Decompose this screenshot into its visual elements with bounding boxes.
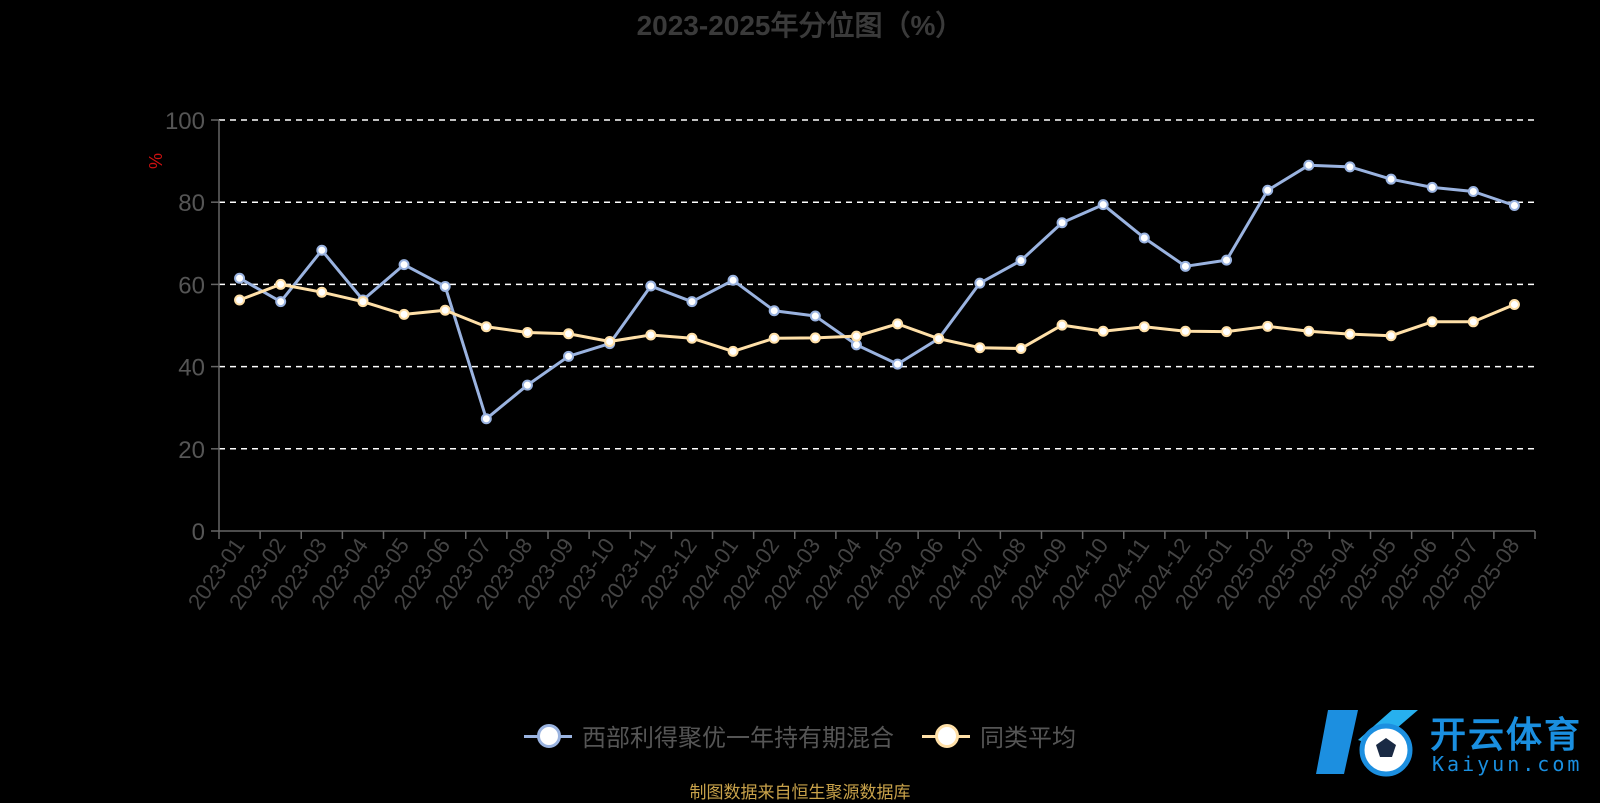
y-tick-label: 100 — [165, 108, 205, 135]
data-point-average — [480, 321, 492, 333]
data-point-average — [1385, 330, 1397, 342]
data-point-fund — [234, 272, 246, 284]
data-point-fund — [1138, 232, 1150, 244]
data-point-average — [933, 333, 945, 345]
data-point-fund — [480, 413, 492, 425]
y-tick-label: 0 — [192, 519, 205, 546]
data-point-average — [850, 330, 862, 342]
legend-item-average[interactable]: 同类平均 — [922, 718, 1076, 753]
data-point-fund — [1344, 161, 1356, 173]
data-point-fund — [1179, 260, 1191, 272]
data-point-average — [1467, 316, 1479, 328]
legend-label-fund: 西部利得聚优一年持有期混合 — [582, 725, 894, 752]
data-point-average — [1015, 343, 1027, 355]
data-point-average — [768, 332, 780, 344]
soccer-ball-icon — [1316, 710, 1418, 777]
data-point-fund — [275, 296, 287, 308]
data-point-average — [686, 332, 698, 344]
data-point-fund — [1056, 217, 1068, 229]
data-point-average — [439, 304, 451, 316]
data-point-average — [1508, 299, 1520, 311]
data-point-fund — [727, 274, 739, 286]
data-point-average — [1138, 321, 1150, 333]
watermark-logo: 开云体育 Kaiyun.com — [1314, 700, 1594, 784]
data-point-average — [892, 318, 904, 330]
chart-title: 2023-2025年分位图（%） — [636, 10, 964, 41]
data-source-note: 制图数据来自恒生聚源数据库 — [689, 783, 911, 802]
data-point-average — [275, 278, 287, 290]
series-line-fund — [238, 163, 1515, 421]
data-point-average — [1303, 325, 1315, 337]
data-point-fund — [892, 358, 904, 370]
data-point-fund — [1015, 255, 1027, 267]
y-tick-label: 80 — [178, 190, 205, 217]
data-point-fund — [1467, 186, 1479, 198]
data-point-average — [1344, 328, 1356, 340]
data-point-fund — [1097, 199, 1109, 211]
y-tick-label: 40 — [178, 355, 205, 382]
data-point-average — [1097, 325, 1109, 337]
data-point-fund — [686, 296, 698, 308]
chart-legend: 西部利得聚优一年持有期混合 同类平均 — [0, 718, 1600, 753]
data-point-fund — [974, 277, 986, 289]
data-point-average — [974, 342, 986, 354]
data-point-fund — [563, 350, 575, 362]
data-point-average — [1179, 325, 1191, 337]
legend-marker-fund — [524, 723, 572, 749]
watermark-text: 开云体育 — [1430, 714, 1583, 755]
series-line-average — [239, 282, 1516, 353]
data-point-fund — [521, 379, 533, 391]
data-point-average — [563, 328, 575, 340]
data-point-average — [1426, 316, 1438, 328]
data-point-fund — [316, 244, 328, 256]
data-point-fund — [1426, 181, 1438, 193]
data-point-fund — [1262, 184, 1274, 196]
data-point-average — [1056, 319, 1068, 331]
data-point-average — [316, 286, 328, 298]
data-point-fund — [768, 305, 780, 317]
y-axis-label: % — [146, 153, 166, 169]
legend-item-fund[interactable]: 西部利得聚优一年持有期混合 — [524, 718, 894, 753]
data-point-average — [521, 326, 533, 338]
data-point-fund — [1385, 173, 1397, 185]
data-point-fund — [1508, 199, 1520, 211]
legend-label-average: 同类平均 — [980, 725, 1076, 752]
data-point-fund — [1221, 254, 1233, 266]
data-point-average — [234, 294, 246, 306]
legend-marker-average — [922, 723, 970, 749]
data-point-fund — [645, 280, 657, 292]
y-tick-label: 20 — [178, 437, 205, 464]
data-point-average — [357, 296, 369, 308]
data-point-average — [809, 332, 821, 344]
data-point-average — [398, 308, 410, 320]
data-point-average — [1221, 326, 1233, 338]
data-point-average — [727, 345, 739, 357]
data-point-fund — [809, 310, 821, 322]
data-point-average — [604, 336, 616, 348]
data-point-fund — [1303, 159, 1315, 171]
watermark-subtext: Kaiyun.com — [1432, 752, 1583, 776]
data-point-average — [1262, 320, 1274, 332]
data-point-fund — [439, 280, 451, 292]
data-point-fund — [398, 259, 410, 271]
data-point-average — [645, 329, 657, 341]
y-tick-label: 60 — [178, 272, 205, 299]
